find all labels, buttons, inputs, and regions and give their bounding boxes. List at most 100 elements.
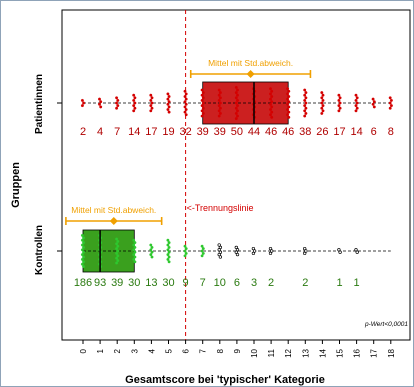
data-point [304,91,308,95]
data-point [82,241,86,245]
data-point [200,254,204,258]
data-point [184,92,188,96]
data-point [234,91,238,95]
data-point [200,109,204,113]
data-point [337,104,341,108]
data-point [184,247,188,251]
data-point [149,253,153,257]
data-point [218,96,222,100]
data-point [115,101,119,105]
x-tick-label: 14 [318,348,327,357]
data-point [218,255,223,259]
count-label: 9 [183,277,189,289]
data-point [116,254,120,258]
data-point [217,88,221,92]
data-point [321,98,325,102]
data-point [184,113,188,117]
data-point [303,104,307,108]
count-label: 44 [248,126,260,138]
data-point [183,244,187,248]
data-point [234,96,238,100]
data-point [338,250,342,254]
data-point [236,93,239,97]
count-label: 2 [268,277,274,289]
count-label: 30 [128,277,140,289]
data-point [201,247,205,251]
data-point [132,248,136,252]
data-point [286,97,290,101]
cutoff-label: <-Trennungslinie [187,203,254,213]
data-point [80,248,84,252]
data-point [388,106,392,110]
data-point [217,104,221,108]
x-tick-label: 8 [216,348,225,353]
data-point [270,89,274,93]
data-point [133,106,137,110]
mean-marker [109,217,118,225]
data-point [80,257,84,261]
count-label: 93 [94,277,106,289]
data-point [201,111,205,115]
data-point [320,91,324,95]
count-label: 39 [111,277,123,289]
count-label: 14 [128,126,140,138]
data-point [286,102,290,106]
data-point [82,101,86,105]
data-point [236,114,239,118]
data-point [183,110,187,114]
data-point [116,239,120,243]
data-point [133,255,137,259]
data-point [166,102,170,106]
data-point [149,248,153,252]
data-point [132,93,136,97]
data-point [389,104,393,108]
data-point [184,108,188,111]
count-label: 26 [316,126,328,138]
x-tick-label: 5 [165,348,174,353]
group-label-kontrollen: Kontrollen [34,225,45,275]
data-point [201,101,205,105]
data-point [166,92,170,96]
data-point [338,106,342,110]
data-point [98,97,101,101]
data-point [269,92,272,96]
data-point [287,110,291,114]
data-point [80,253,84,257]
data-point [115,242,119,246]
data-point [200,114,204,118]
x-tick-label: 15 [336,348,345,357]
data-point [149,109,153,113]
data-point [133,250,137,254]
x-axis-ticks: 0 1 2 3 4 5 6 7 8 9 10 11 12 13 14 15 16 17 18 [57,102,396,358]
data-point [183,254,187,258]
data-point [183,95,187,98]
x-tick-label: 0 [79,348,88,353]
data-point [80,262,84,266]
data-point [133,101,137,105]
data-point [133,96,137,100]
data-point [166,253,170,257]
data-point [321,93,325,97]
data-point [98,102,101,106]
data-point [150,101,154,105]
data-point [355,96,359,100]
x-tick-label: 9 [233,348,242,353]
data-point [320,96,324,100]
data-point [132,253,136,257]
data-point [116,259,120,263]
count-label: 17 [333,126,345,138]
data-point [200,104,204,108]
data-point [251,251,256,256]
x-tick-label: 1 [96,348,105,353]
data-point [167,110,171,114]
data-point [201,96,205,100]
data-point [200,88,204,92]
data-point [200,249,204,253]
data-point [99,100,103,104]
data-point [132,238,136,242]
x-tick-label: 16 [353,348,362,357]
data-point [166,238,170,242]
x-tick-label: 10 [250,348,259,357]
data-point [167,250,171,254]
